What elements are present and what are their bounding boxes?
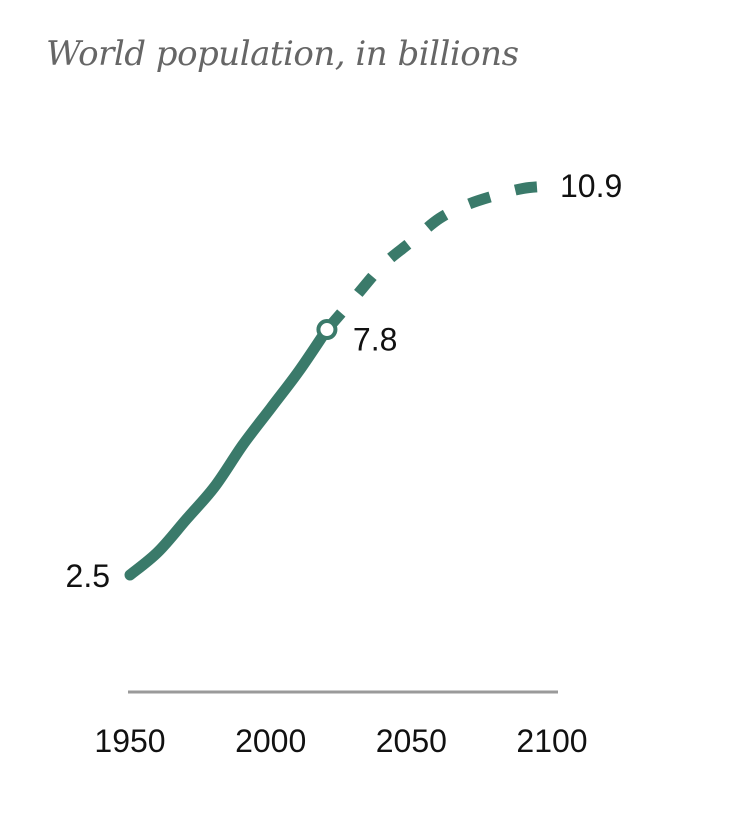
- x-tick-label-2050: 2050: [376, 723, 447, 759]
- series-historical-line: [124, 324, 333, 581]
- chart-title: World population, in billions: [46, 34, 519, 74]
- data-label-2100: 10.9: [560, 168, 622, 204]
- x-tick-labels: 1950 2000 2050 2100: [94, 723, 587, 759]
- x-tick-label-1950: 1950: [94, 723, 165, 759]
- series-layer: [124, 180, 553, 581]
- data-label-1950: 2.5: [66, 558, 110, 594]
- series-projected-line: [322, 180, 553, 334]
- current-value-marker: [316, 319, 338, 341]
- data-label-2020: 7.8: [353, 322, 397, 358]
- x-tick-label-2100: 2100: [516, 723, 587, 759]
- x-tick-label-2000: 2000: [235, 723, 306, 759]
- annotation-layer: 2.5 7.8 10.9: [66, 168, 623, 594]
